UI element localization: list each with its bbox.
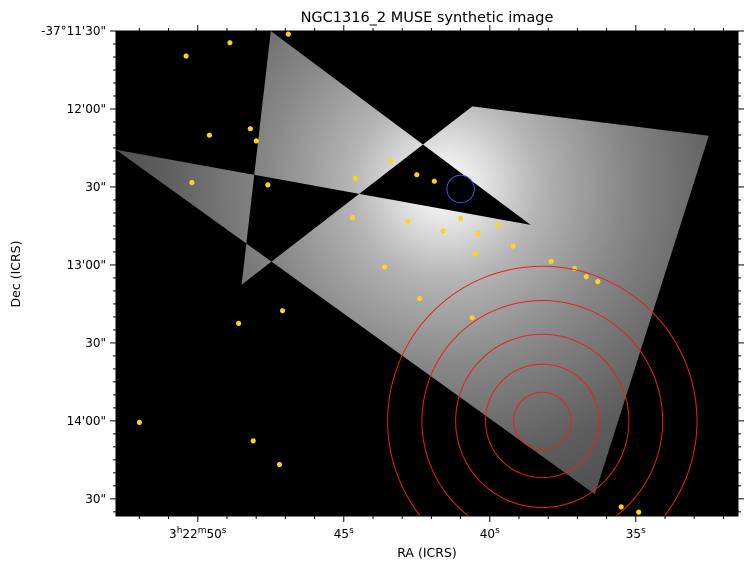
red-region-ring [513, 391, 572, 451]
star-marker [440, 228, 446, 234]
star-marker [349, 215, 356, 221]
star-marker [618, 504, 624, 510]
muse-image-footprint [116, 31, 709, 495]
star-marker [189, 179, 195, 186]
star-marker [636, 509, 642, 515]
y-tick-label: -37°11'30" [41, 24, 106, 38]
star-marker [475, 230, 481, 237]
x-axis-label: RA (ICRS) [397, 545, 457, 560]
y-axis: -37°11'30" 12'00" 30" 13'00" 30" 14'00" 30" [41, 24, 744, 513]
x-axis: 3h22m50s 45s 40s 35s [138, 25, 724, 541]
star-marker [417, 295, 423, 302]
star-marker [265, 182, 271, 188]
star-marker [247, 126, 253, 132]
x-tick-label: 3h22m50s [169, 526, 227, 541]
red-region-ring [485, 363, 600, 479]
star-markers [136, 31, 642, 515]
star-marker [472, 251, 478, 257]
red-region-ring [455, 333, 630, 509]
star-marker [405, 218, 411, 225]
x-tick-label: 45s [334, 526, 354, 541]
red-region-ring [421, 300, 664, 516]
x-tick-label: 35s [626, 526, 646, 541]
y-tick-label: 30" [85, 492, 106, 506]
star-marker [236, 320, 242, 326]
star-marker [469, 315, 475, 321]
star-marker [206, 132, 212, 138]
star-marker [548, 258, 554, 264]
star-marker [253, 138, 259, 144]
star-marker [583, 274, 589, 280]
star-marker [352, 175, 359, 181]
star-marker [183, 53, 189, 59]
star-marker [431, 178, 437, 184]
blue-region-circle [446, 174, 475, 204]
red-region-ring [387, 265, 698, 516]
star-marker [382, 264, 388, 270]
y-tick-label: 13'00" [67, 258, 106, 272]
star-marker [279, 308, 286, 314]
star-marker [136, 419, 142, 425]
star-marker [276, 461, 283, 468]
plot-content [116, 31, 709, 516]
star-marker [250, 438, 256, 444]
x-tick-label: 40s [480, 526, 500, 541]
star-marker [387, 158, 394, 164]
annotation-layer [387, 174, 698, 516]
y-tick-label: 30" [85, 336, 106, 350]
star-marker [285, 31, 291, 37]
y-tick-label: 14'00" [67, 414, 106, 428]
star-marker [595, 279, 601, 285]
plot-frame [115, 30, 739, 517]
star-marker [458, 215, 464, 221]
star-marker [227, 40, 233, 46]
star-marker [414, 172, 420, 178]
star-marker [495, 222, 502, 228]
y-tick-label: 30" [85, 180, 106, 194]
y-axis-label: Dec (ICRS) [8, 241, 23, 308]
star-marker [510, 243, 516, 249]
chart-title: NGC1316_2 MUSE synthetic image [301, 10, 554, 26]
y-tick-label: 12'00" [67, 102, 106, 116]
